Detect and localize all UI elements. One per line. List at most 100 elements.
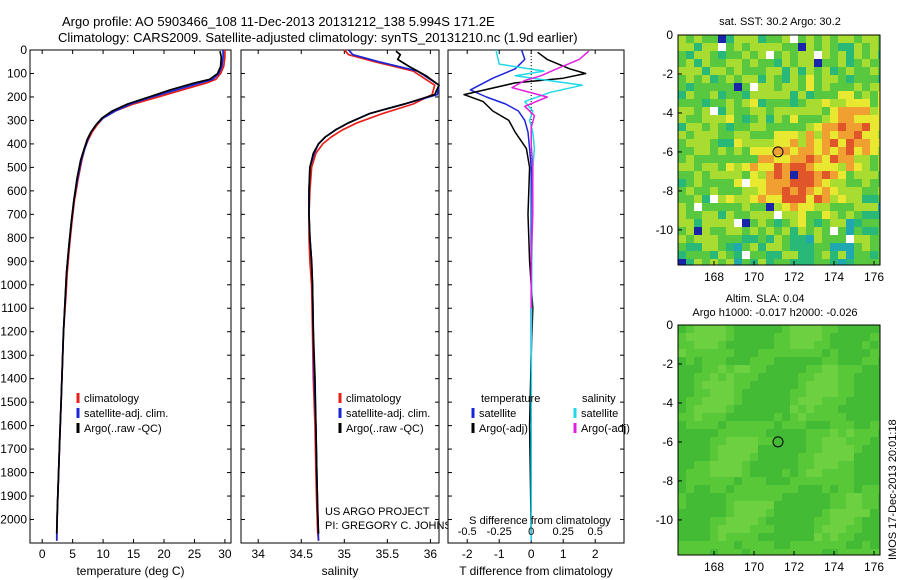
map-cell <box>710 453 718 461</box>
map-cell <box>694 357 702 365</box>
map-cell <box>750 525 758 533</box>
map-cell <box>758 485 766 493</box>
map-cell <box>838 83 846 91</box>
map-cell <box>718 349 726 357</box>
map-cell <box>742 533 750 541</box>
map-cell <box>734 91 742 99</box>
map-cell <box>774 235 782 243</box>
argo-position-marker <box>772 436 784 448</box>
map-cell <box>846 219 854 227</box>
map-cell <box>758 325 766 333</box>
map-cell <box>750 445 758 453</box>
map-cell <box>710 163 718 171</box>
map-cell <box>798 243 806 251</box>
map-cell <box>814 171 822 179</box>
map-cell <box>790 485 798 493</box>
map-cell <box>870 115 878 123</box>
map-cell <box>838 35 846 43</box>
map-cell <box>774 155 782 163</box>
map-cell <box>742 179 750 187</box>
map-cell <box>686 453 694 461</box>
map-cell <box>750 509 758 517</box>
map-cell <box>766 235 774 243</box>
map-cell <box>806 147 814 155</box>
map-cell <box>710 365 718 373</box>
map-cell <box>750 365 758 373</box>
map-cell <box>742 445 750 453</box>
map-y-tick-label: -10 <box>656 513 674 527</box>
map-cell <box>838 493 846 501</box>
map-cell <box>814 357 822 365</box>
map-cell <box>798 259 806 265</box>
map-cell <box>790 51 798 59</box>
map-cell <box>798 517 806 525</box>
map-cell <box>782 67 790 75</box>
map-cell <box>718 179 726 187</box>
map-cell <box>782 349 790 357</box>
map-cell <box>878 445 880 453</box>
map-cell <box>782 235 790 243</box>
map-cell <box>830 525 838 533</box>
map-cell <box>790 227 798 235</box>
map-cell <box>814 509 822 517</box>
map-cell <box>878 509 880 517</box>
map-cell <box>822 365 830 373</box>
map-cell <box>742 91 750 99</box>
map-cell <box>862 501 870 509</box>
map-cell <box>862 461 870 469</box>
map-cell <box>790 187 798 195</box>
map-cell <box>758 405 766 413</box>
map-cell <box>822 123 830 131</box>
map-cell <box>694 147 702 155</box>
map-cell <box>758 43 766 51</box>
x-tick-label: 25 <box>188 547 202 561</box>
map-y-tick-label: -10 <box>656 223 674 237</box>
map-cell <box>750 373 758 381</box>
map-cell <box>742 75 750 83</box>
map-cell <box>870 83 878 91</box>
map-y-tick-label: -2 <box>662 357 673 371</box>
map-cell <box>678 211 686 219</box>
map-cell <box>854 549 862 555</box>
map-cell <box>846 485 854 493</box>
map-cell <box>750 501 758 509</box>
map-cell <box>798 469 806 477</box>
map-cell <box>862 469 870 477</box>
map-cell <box>862 437 870 445</box>
map-cell <box>710 333 718 341</box>
map-cell <box>782 333 790 341</box>
map-cell <box>742 83 750 91</box>
map-cell <box>766 485 774 493</box>
map-cell <box>750 59 758 67</box>
y-tick-label: 300 <box>7 113 27 127</box>
map-cell <box>854 163 862 171</box>
legend-label: climatology <box>346 393 402 405</box>
map-cell <box>862 155 870 163</box>
map-cell <box>710 59 718 67</box>
map-cell <box>806 107 814 115</box>
map-cell <box>718 83 726 91</box>
map-cell <box>678 203 686 211</box>
map-cell <box>782 469 790 477</box>
map-cell <box>766 51 774 59</box>
map-cell <box>702 35 710 43</box>
map-cell <box>846 397 854 405</box>
map-cell <box>726 171 734 179</box>
map-cell <box>854 91 862 99</box>
map-cell <box>678 413 686 421</box>
map-cell <box>878 251 880 259</box>
map-cell <box>726 43 734 51</box>
map-cell <box>718 389 726 397</box>
sla-map-title: Altim. SLA: 0.04 <box>726 293 805 305</box>
map-cell <box>710 397 718 405</box>
map-cell <box>694 437 702 445</box>
map-cell <box>782 429 790 437</box>
map-cell <box>678 235 686 243</box>
map-cell <box>686 67 694 75</box>
map-cell <box>790 115 798 123</box>
map-cell <box>790 59 798 67</box>
y-tick-label: 500 <box>7 160 27 174</box>
map-cell <box>742 243 750 251</box>
map-cell <box>854 533 862 541</box>
map-cell <box>750 243 758 251</box>
